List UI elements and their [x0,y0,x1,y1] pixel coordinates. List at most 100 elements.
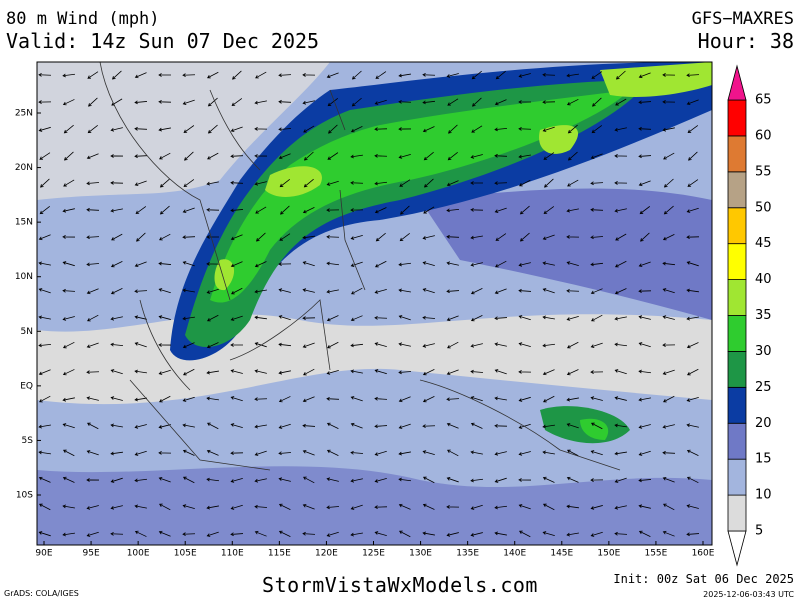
wind-area [214,125,579,291]
wind-arrow [326,289,339,294]
wind-arrow [375,71,387,79]
wind-arrow [110,316,123,321]
wind-arrow [638,424,651,429]
wind-arrow [206,235,220,239]
wind-arrow [566,397,579,402]
wind-arrow [134,100,148,105]
wind-arrow [159,178,170,188]
wind-arrow [207,152,219,160]
wind-arrow [663,205,674,215]
wind-arrow [110,477,123,483]
wind-arrow [518,262,531,267]
wind-arrow [86,478,100,482]
wind-arrow [686,342,699,349]
wind-arrow [230,180,244,185]
colorbar-label: 35 [755,308,772,323]
wind-arrow [207,124,218,134]
wind-arrow [663,178,674,188]
wind-arrow [518,126,532,131]
wind-arrow [86,505,99,510]
colorbar-label: 40 [755,272,772,287]
wind-arrow [38,261,51,266]
wind-arrow [134,478,148,483]
wind-arrow [302,73,316,77]
wind-arrow [447,341,459,349]
wind-arrow [542,531,555,537]
colorbar-segment [727,99,747,137]
wind-arrow [446,477,459,483]
wind-arrow [446,289,460,294]
wind-arrow [206,262,220,266]
wind-arrow [182,261,195,267]
wind-arrow [590,342,603,348]
wind-arrow [638,450,651,456]
wind-arrow [446,369,459,376]
wind-arrow [446,315,459,322]
wind-arrow [110,181,124,185]
wind-arrow [592,97,602,107]
wind-arrow [302,396,315,403]
wind-arrow [206,71,219,79]
wind-arrow [230,154,244,159]
wind-arrow [374,478,387,483]
wind-arrow [686,396,699,402]
wind-arrow [662,476,675,483]
wind-arrow [326,72,339,79]
wind-arrow [566,98,579,106]
wind-arrow [350,396,363,402]
wind-arrow [254,127,268,131]
wind-arrow [183,125,195,133]
colorbar-segment [727,422,747,460]
wind-arrow [110,423,123,428]
wind-arrow [62,73,76,78]
wind-arrow [110,288,123,295]
wind-arrow [494,369,507,375]
wind-arrow [302,207,315,214]
map-title: 80 m Wind (mph) [6,9,160,29]
wind-arrow [278,342,292,347]
colorbar-segment [727,315,747,352]
wind-arrow [350,234,363,240]
wind-arrow [494,477,507,483]
wind-area [185,80,650,347]
wind-arrow [590,207,604,212]
wind-arrow [350,343,364,348]
wind-arrow [423,206,435,214]
wind-arrow [86,422,99,430]
wind-arrow [686,261,699,267]
wind-arrow [182,73,196,78]
wind-arrow [495,260,507,268]
wind-arrow [206,288,219,294]
wind-arrow [86,450,99,456]
wind-arrow [470,504,483,510]
lat-label: 25N [15,109,33,119]
wind-arrow [62,504,75,509]
wind-arrow [662,100,676,104]
wind-arrow [567,124,578,134]
wind-arrow [158,261,172,266]
wind-arrow [326,477,339,482]
wind-arrow [63,151,74,161]
wind-arrow [255,71,267,79]
wind-arrow [686,73,700,78]
wind-arrow [566,341,579,349]
wind-arrow [134,289,148,294]
wind-arrow [471,97,482,107]
wind-arrow [302,261,315,267]
wind-arrow [638,530,651,537]
wind-arrow [638,315,651,320]
wind-arrow [614,154,628,158]
colorbar-label: 65 [755,93,772,108]
wind-arrow [87,124,98,134]
wind-arrow [542,100,556,105]
wind-arrow [398,342,411,347]
lon-label: 140E [503,549,526,559]
wind-arrow [494,207,507,213]
wind-arrow [638,261,651,267]
wind-arrow [494,451,507,456]
wind-arrow [471,70,482,80]
wind-arrow [638,72,651,79]
wind-arrow [374,369,387,375]
wind-arrow [446,505,460,509]
